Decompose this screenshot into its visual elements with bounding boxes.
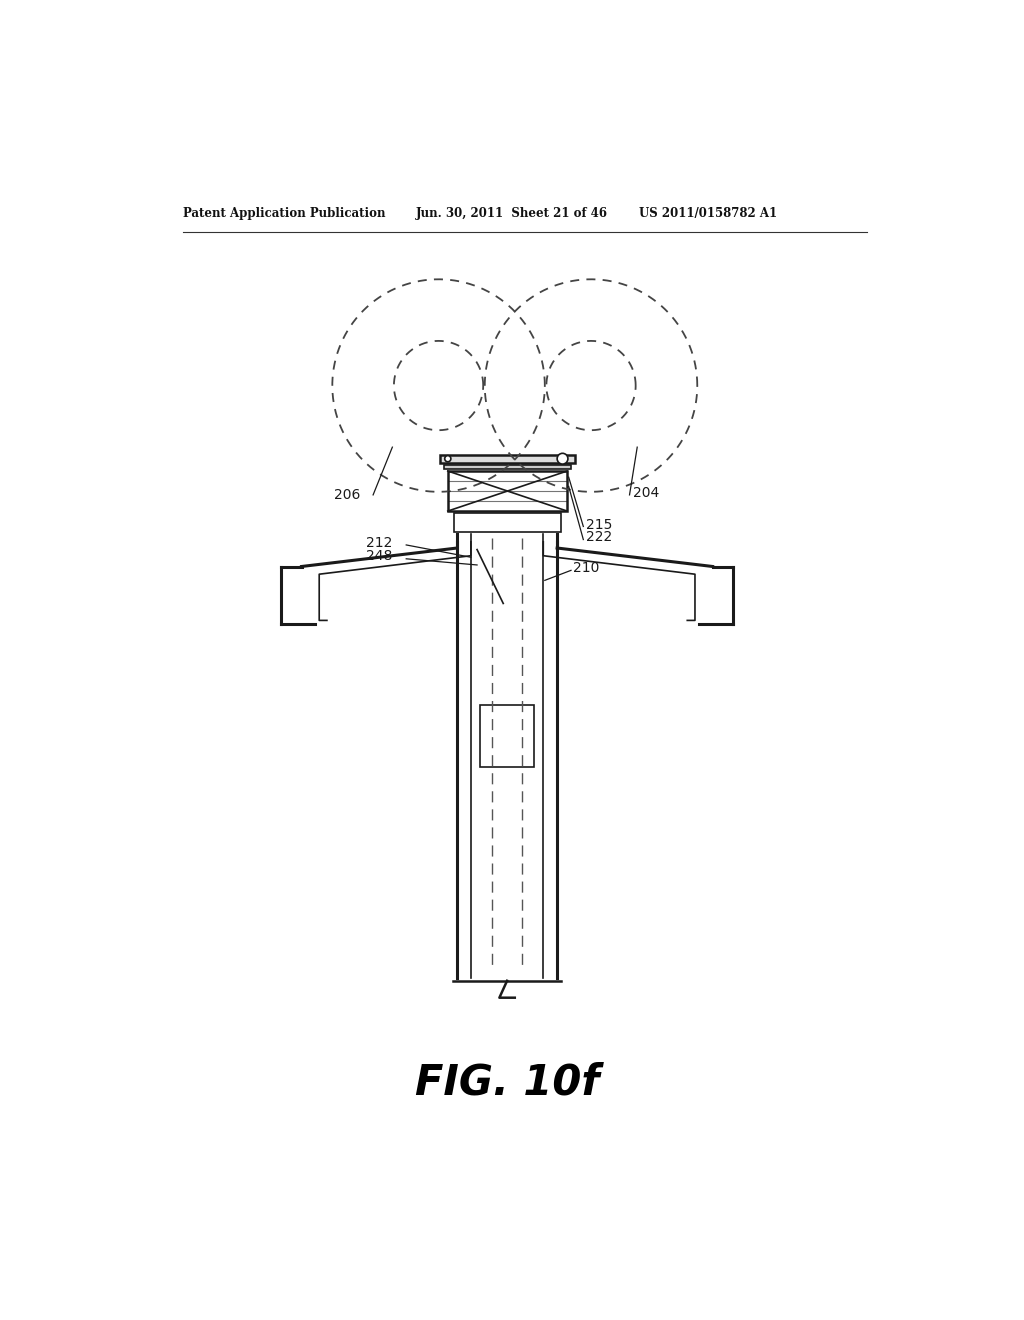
- Text: 248: 248: [366, 549, 392, 562]
- Bar: [447, 471, 567, 511]
- Text: Patent Application Publication: Patent Application Publication: [183, 207, 385, 220]
- Text: US 2011/0158782 A1: US 2011/0158782 A1: [639, 207, 777, 220]
- Text: 215: 215: [587, 517, 612, 532]
- Circle shape: [444, 455, 451, 462]
- Text: FIG. 10f: FIG. 10f: [415, 1061, 599, 1104]
- Text: 212: 212: [366, 536, 392, 550]
- Text: 204: 204: [633, 486, 658, 500]
- Text: Jun. 30, 2011  Sheet 21 of 46: Jun. 30, 2011 Sheet 21 of 46: [416, 207, 607, 220]
- Bar: [454, 512, 561, 532]
- Bar: [444, 465, 571, 470]
- Text: 210: 210: [572, 561, 599, 576]
- Text: 206: 206: [334, 488, 360, 502]
- Bar: [440, 455, 574, 462]
- Text: 222: 222: [587, 531, 612, 544]
- Bar: [480, 705, 535, 767]
- Circle shape: [557, 453, 568, 465]
